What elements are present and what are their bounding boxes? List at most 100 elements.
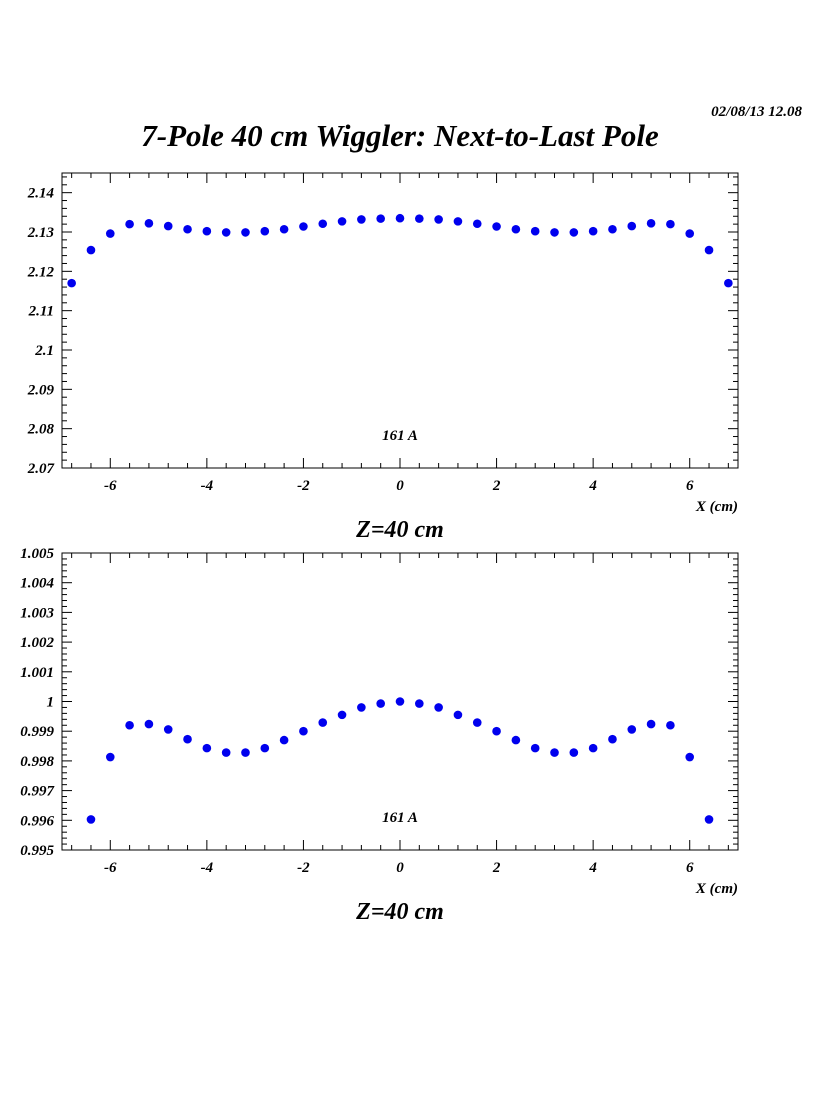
data-point (685, 752, 695, 762)
data-point (453, 710, 463, 720)
y-tick-label: 1.003 (20, 605, 54, 621)
data-point (241, 748, 250, 757)
data-point (724, 278, 733, 288)
data-point (183, 224, 192, 234)
data-point (86, 245, 96, 255)
data-point (588, 743, 598, 753)
x-tick-label: 0 (396, 860, 404, 876)
data-point (550, 228, 559, 237)
x-tick-label: -6 (104, 478, 117, 494)
data-point (67, 278, 76, 288)
data-point (704, 815, 714, 824)
x-axis-label: X (cm) (695, 881, 738, 897)
data-point (299, 222, 308, 231)
page-title: 7-Pole 40 cm Wiggler: Next-to-Last Pole (141, 118, 659, 153)
y-tick-label: 2.08 (27, 422, 55, 438)
data-point (279, 735, 289, 745)
y-tick-label: 2.07 (27, 461, 55, 477)
data-point (221, 228, 231, 237)
data-point (666, 720, 675, 730)
data-point (666, 219, 675, 229)
data-point (588, 226, 598, 236)
x-tick-label: -2 (297, 478, 310, 494)
data-point (472, 718, 482, 727)
data-point (279, 224, 289, 234)
data-point (318, 219, 328, 229)
data-point (434, 703, 443, 712)
data-point (492, 222, 501, 231)
x-tick-label: -4 (201, 478, 214, 494)
data-point (704, 245, 714, 255)
x-tick-label: 6 (686, 860, 694, 876)
data-point (434, 215, 443, 224)
current-annotation: 161 A (382, 428, 418, 444)
data-point (646, 219, 656, 228)
data-point (415, 699, 424, 708)
data-point (125, 219, 134, 229)
data-point (530, 743, 540, 753)
data-point (86, 815, 96, 824)
data-point (318, 718, 328, 727)
data-point (376, 214, 385, 223)
field-plot-bottom: -6 -4 -2 0 2 4 6 0.995 0.996 0.997 0.998 0.999 1 1.00… (20, 546, 739, 925)
data-point (299, 726, 308, 736)
data-point (202, 743, 212, 753)
data-point (646, 719, 656, 729)
x-axis-label: X (cm) (695, 499, 738, 515)
y-tick-label: 2.13 (27, 225, 55, 241)
data-point (241, 228, 250, 237)
y-tick-label: 2.1 (34, 343, 54, 359)
data-point (105, 229, 115, 238)
x-tick-label: 6 (686, 478, 694, 494)
x-tick-label: -6 (104, 860, 117, 876)
y-tick-label: 1 (47, 695, 55, 711)
y-tick-label: 0.996 (20, 813, 54, 829)
y-tick-label: 0.995 (20, 843, 54, 859)
x-tick-label: 4 (588, 860, 597, 876)
data-point (163, 725, 173, 734)
data-point (627, 221, 637, 231)
plot-caption: Z=40 cm (355, 899, 444, 925)
data-point (530, 226, 540, 236)
x-tick-label: 4 (588, 478, 597, 494)
plot-caption: Z=40 cm (355, 517, 444, 543)
x-tick-label: 2 (492, 860, 501, 876)
data-point (685, 229, 695, 238)
field-plot-top: -6 -4 -2 0 2 4 6 2.07 2.08 2.09 2.1 2.11 2.12 2.13 2.1… (27, 172, 739, 543)
data-point (105, 752, 115, 762)
y-tick-label: 2.12 (27, 264, 55, 280)
y-tick-label: 2.11 (28, 304, 54, 320)
data-point (453, 217, 463, 226)
data-point (183, 734, 192, 744)
data-point (395, 213, 405, 223)
data-point (376, 699, 385, 708)
data-point (492, 726, 501, 736)
y-tick-label: 2.09 (27, 382, 55, 398)
data-point (337, 710, 347, 720)
current-annotation: 161 A (382, 810, 418, 826)
data-point (511, 224, 521, 234)
date-time-stamp: 02/08/13 12.08 (711, 104, 802, 120)
data-point (627, 725, 637, 734)
y-tick-label: 0.999 (20, 724, 54, 740)
data-point (511, 735, 521, 745)
data-point (202, 226, 212, 236)
y-tick-label: 1.001 (20, 665, 54, 681)
data-point (163, 221, 173, 231)
y-tick-label: 1.002 (20, 635, 54, 651)
data-point (260, 226, 270, 236)
data-point (472, 219, 482, 229)
x-tick-label: 2 (492, 478, 501, 494)
data-point (357, 215, 366, 224)
data-point (221, 748, 231, 757)
y-tick-label: 1.005 (20, 546, 54, 562)
data-point (550, 748, 559, 757)
data-point (337, 217, 347, 226)
data-point (569, 228, 579, 237)
data-point (125, 720, 134, 730)
data-point (260, 743, 270, 753)
data-point (144, 719, 154, 729)
x-tick-label: -2 (297, 860, 310, 876)
data-point (395, 697, 405, 706)
y-tick-label: 2.14 (27, 186, 55, 202)
